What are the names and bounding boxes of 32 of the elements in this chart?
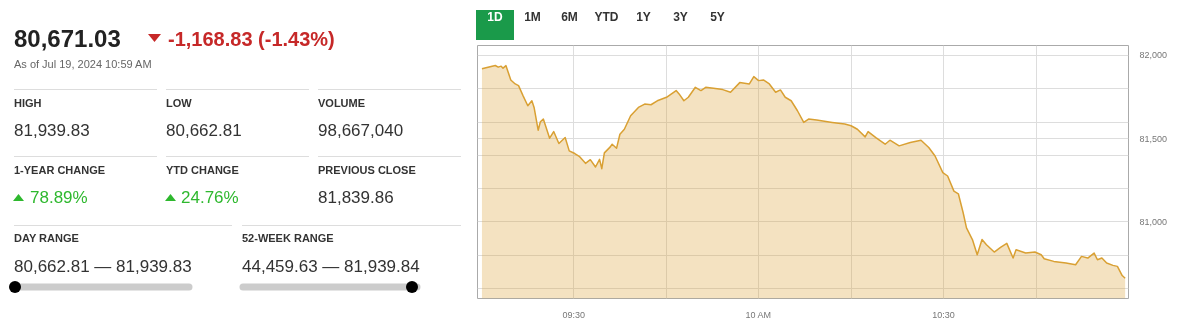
text: 78.89% [30,188,88,207]
text: 44,459.63 — 81,939.84 [242,257,420,276]
text: PREVIOUS CLOSE [318,164,416,176]
text: 81,939.83 [14,121,90,140]
text: 80,662.81 — 81,939.83 [14,257,192,276]
text: 1D [476,10,514,40]
text: 81,839.86 [318,188,394,207]
text: LOW [166,97,192,109]
text: As of Jul 19, 2024 10:59 AM [14,58,152,70]
text: 5Y [709,10,726,26]
text: HIGH [14,97,42,109]
text: 80,671.03 [14,25,121,52]
text: 1M [523,10,542,26]
x-tick-label: 10:30 [932,309,955,320]
x-tick-label: 10 AM [745,309,772,320]
text: -1,168.83 (-1.43%) [168,28,335,50]
x-tick-label: 09:30 [562,309,585,320]
text: DAY RANGE [14,232,79,244]
text: 6M [560,10,579,26]
y-tick-label: 81,000 [1139,216,1168,227]
y-tick-label: 82,000 [1139,50,1168,61]
text: YTD CHANGE [166,164,239,176]
text: 80,662.81 [166,121,242,140]
text: 3Y [672,10,689,26]
y-tick-label: 81,500 [1139,133,1168,144]
text: 98,667,040 [318,121,404,140]
text: 1Y [635,10,652,26]
text: 52-WEEK RANGE [242,232,334,244]
text: VOLUME [318,97,366,109]
text: 1-YEAR CHANGE [14,164,106,176]
text: YTD [593,10,620,26]
text: 24.76% [181,188,239,207]
